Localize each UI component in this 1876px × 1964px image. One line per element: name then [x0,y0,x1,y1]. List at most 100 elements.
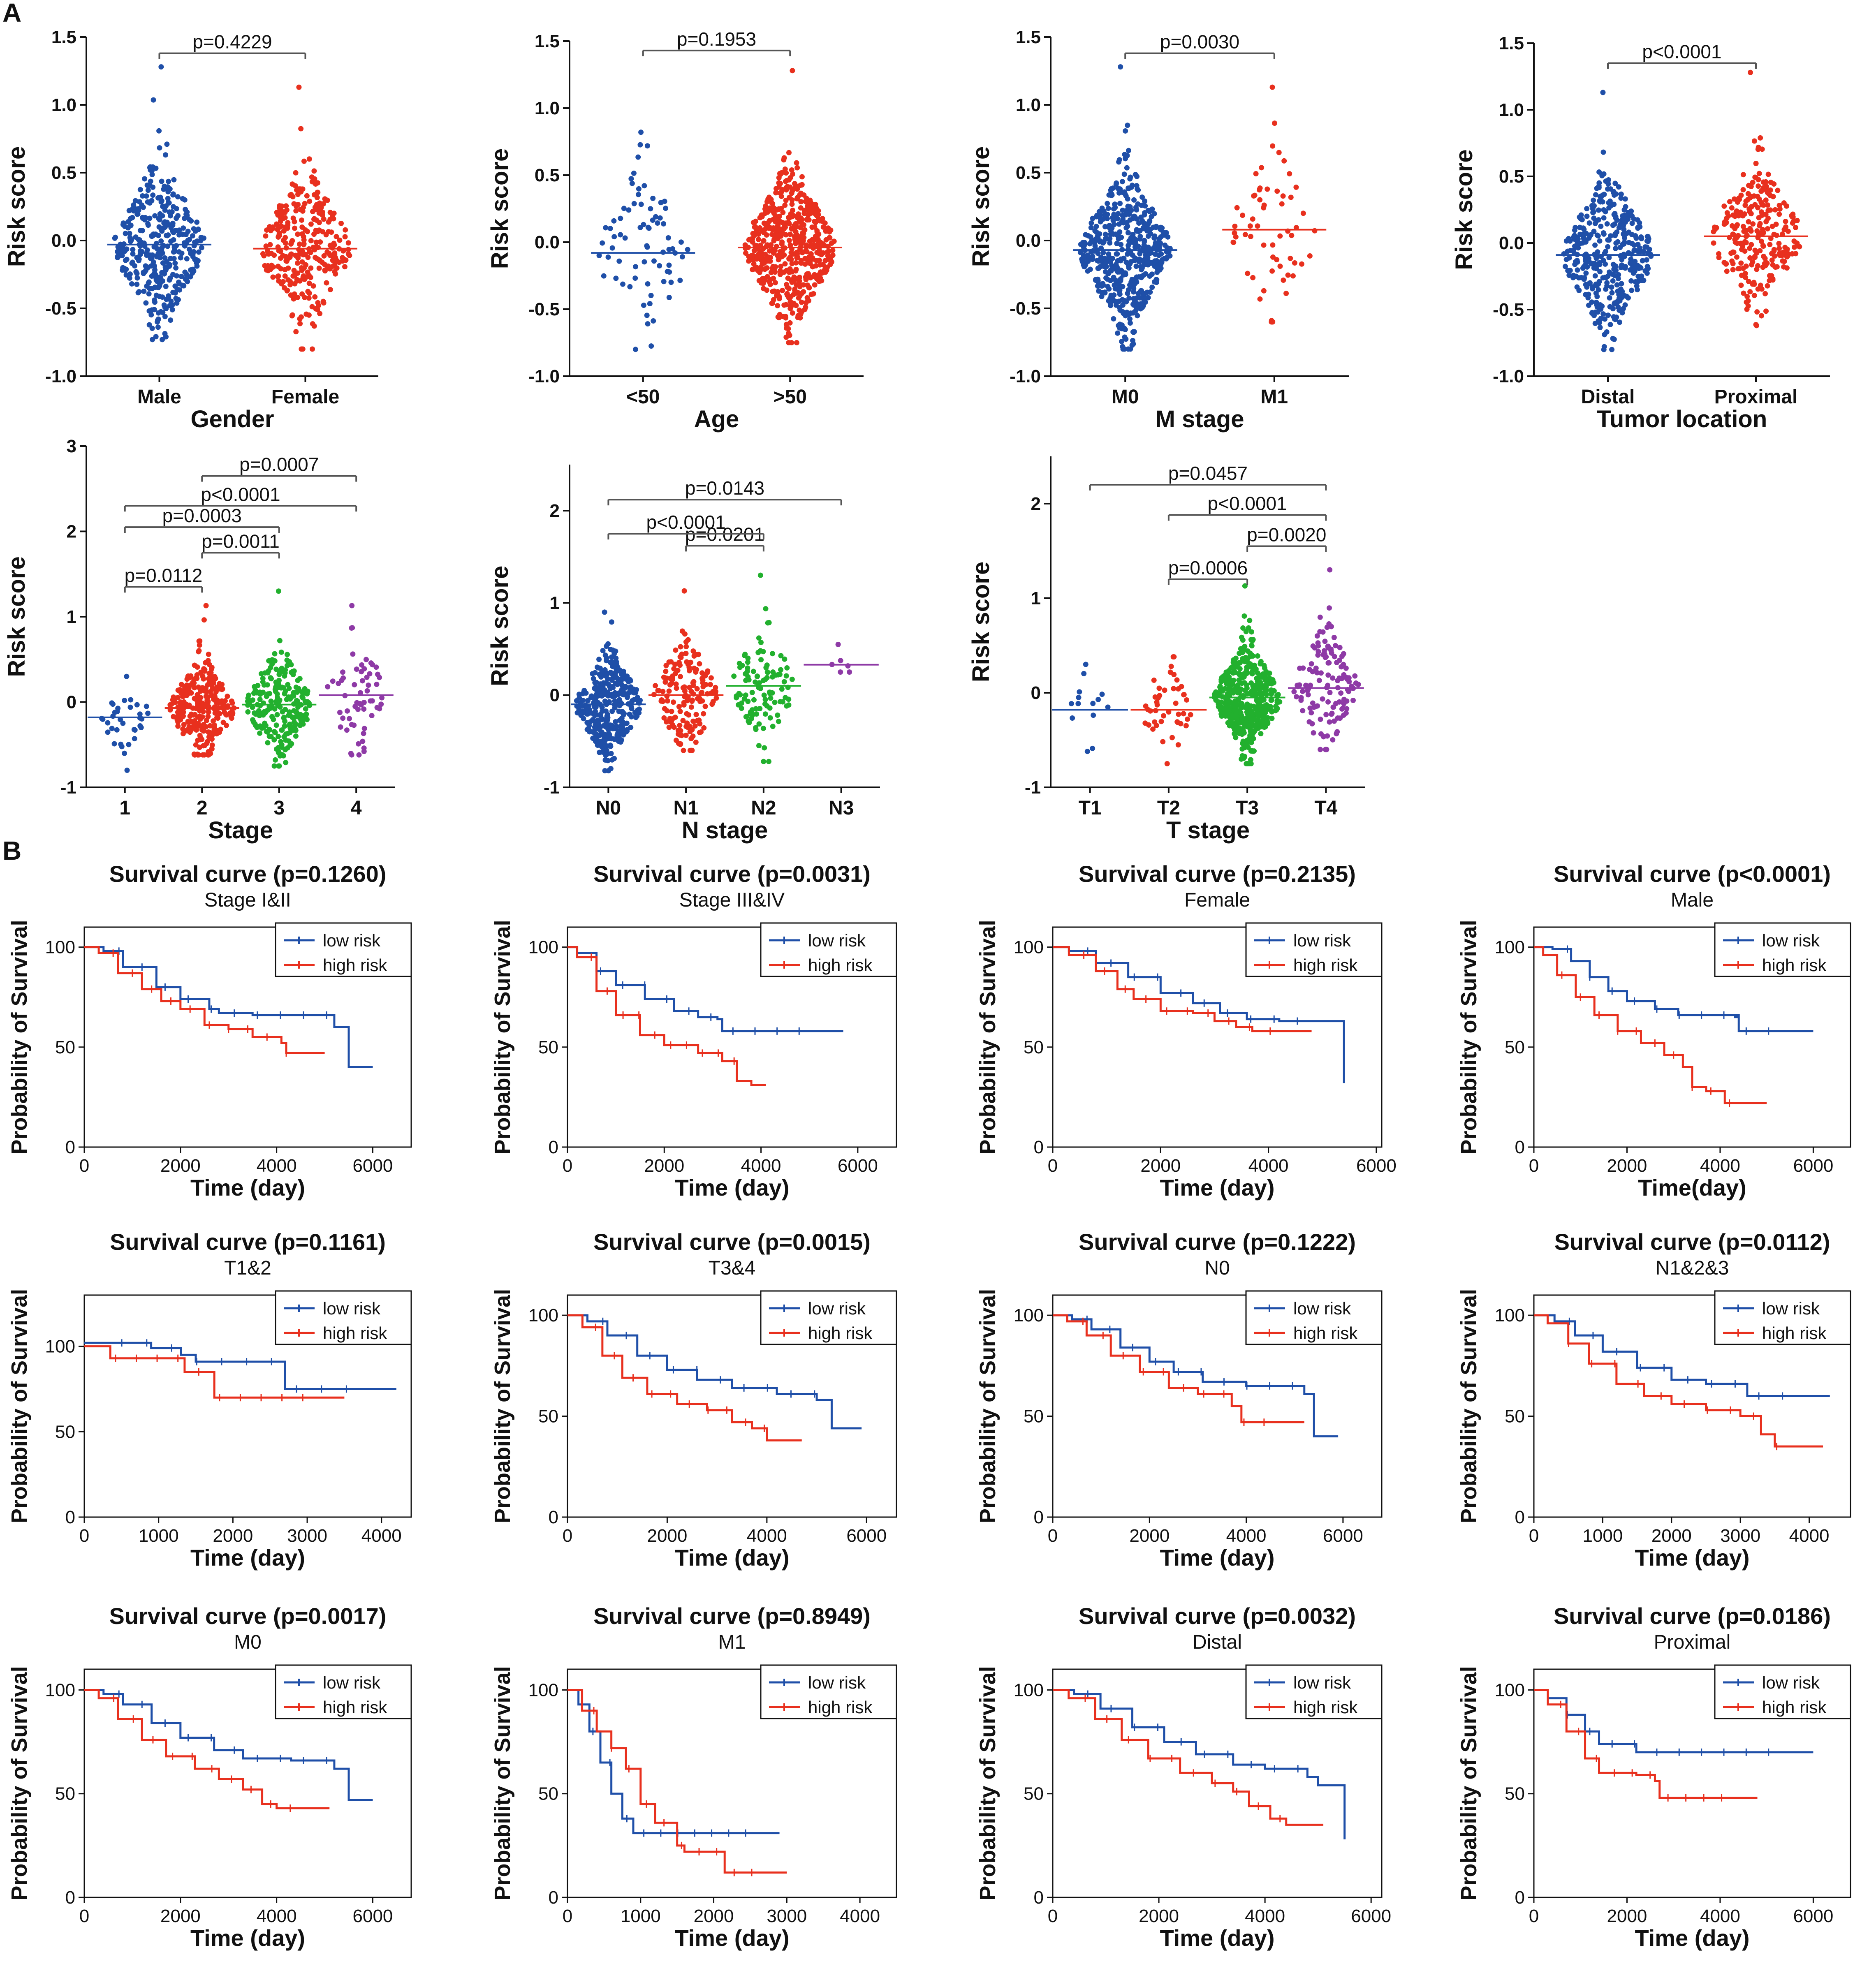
y-tick-label: 0.5 [51,163,76,183]
data-point [1217,705,1222,710]
data-point [638,130,644,135]
data-point [750,239,755,245]
data-point [1619,281,1624,286]
data-point [194,727,199,733]
data-point [186,720,192,725]
data-point [290,312,295,318]
data-point [1117,201,1123,206]
data-point [583,707,588,712]
data-point [147,215,152,221]
data-point [1338,690,1343,696]
data-point [269,263,274,268]
data-point [109,726,115,731]
data-point [672,662,678,667]
data-point [299,217,304,223]
data-point [1234,205,1240,211]
data-point [1612,221,1617,227]
data-point [162,255,168,261]
data-point [621,206,627,211]
data-point [1612,211,1617,216]
data-point [285,222,290,228]
y-axis-label: Probability of Survival [1457,920,1481,1154]
x-tick-label: 2000 [1129,1526,1170,1546]
data-point [122,751,127,756]
data-point [624,721,630,726]
data-point [1300,689,1305,694]
data-point [1272,688,1277,694]
x-tick-label: M0 [1112,386,1139,408]
data-point [669,719,674,724]
data-point [269,699,274,704]
data-point [784,703,789,709]
data-point [673,648,678,653]
data-point [604,656,609,661]
data-point [620,282,625,287]
data-point [322,268,328,273]
data-point [1095,266,1101,271]
data-point [1115,258,1120,264]
data-point [201,617,207,622]
legend-label: high risk [808,955,873,975]
data-point [203,724,208,729]
data-point [1584,238,1589,243]
data-point [636,186,642,192]
x-tick-label: 4000 [747,1526,787,1546]
data-point [592,680,598,685]
data-point [1600,90,1605,95]
p-value-label: p=0.0143 [685,477,764,499]
data-point [651,258,657,264]
data-point [789,303,794,308]
data-point [250,697,255,703]
data-point [375,672,380,677]
data-point [1756,215,1762,220]
data-point [600,241,605,246]
data-point [644,313,650,318]
data-point [1131,330,1136,335]
data-point [257,731,262,736]
data-point [1613,246,1618,251]
data-point [799,174,805,179]
data-point [1740,213,1746,218]
data-point [645,281,651,287]
data-point [1258,660,1263,666]
x-tick-label: T1 [1079,797,1102,819]
data-point [763,606,768,611]
data-point [1268,678,1274,683]
legend-label: low risk [1762,931,1820,950]
data-point [1352,673,1357,679]
data-point [1251,748,1257,754]
data-point [1644,245,1649,250]
data-point [312,176,317,182]
data-point [1340,706,1346,711]
x-axis-label: Time (day) [1160,1175,1274,1201]
data-point [184,702,189,707]
data-point [676,704,682,709]
data-point [305,229,310,234]
data-point [281,228,287,234]
data-point [1793,251,1798,256]
data-point [692,723,698,729]
data-point [327,251,332,256]
data-point [783,179,788,184]
data-point [1134,229,1139,234]
data-point [1746,298,1751,303]
data-point [756,743,762,748]
data-point [110,701,116,707]
data-point [124,674,129,679]
data-point [294,277,300,282]
data-point [1152,234,1157,239]
data-point [787,238,792,243]
data-point [123,258,128,263]
data-point [1712,227,1718,232]
data-point [326,229,331,234]
data-point [634,713,639,719]
data-point [625,694,630,699]
data-point [311,168,317,173]
data-point [269,662,275,667]
y-tick-label: 0 [65,1137,75,1157]
data-point [289,741,294,747]
data-point [682,631,688,636]
data-point [1644,271,1650,276]
data-point [245,709,250,715]
data-point [669,709,674,714]
